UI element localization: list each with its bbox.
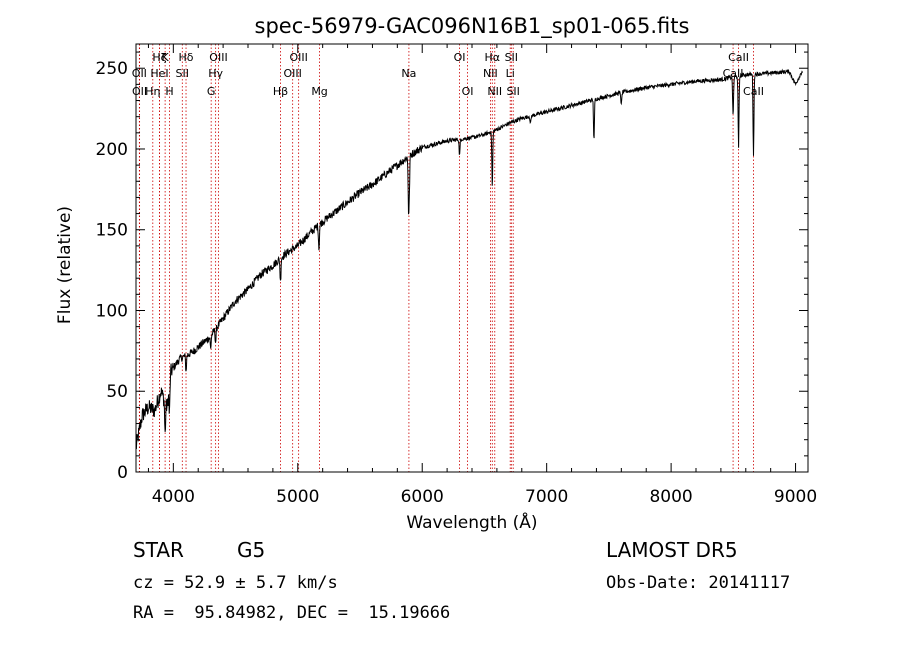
chart-title: spec-56979-GAC096N16B1_sp01-065.fits <box>255 14 690 39</box>
line-marker-label: SII <box>505 51 518 64</box>
line-marker-label: OIII <box>209 51 227 64</box>
x-tick-label: 4000 <box>152 487 195 507</box>
x-tick-label: 6000 <box>401 487 444 507</box>
x-tick-label: 7000 <box>525 487 568 507</box>
redshift-readout: cz = 52.9 ± 5.7 km/s <box>133 573 338 593</box>
x-tick-labels: 4000 5000 6000 7000 8000 9000 <box>152 487 817 507</box>
line-marker-label: OI <box>462 85 474 98</box>
line-marker-label: Hη <box>145 85 160 98</box>
observation-date: Obs-Date: 20141117 <box>606 573 791 593</box>
line-marker-label: K <box>162 51 170 64</box>
plot-frame <box>135 43 809 473</box>
line-marker-label: Hδ <box>179 51 194 64</box>
line-marker-label: NII <box>487 85 502 98</box>
object-class: STAR <box>133 538 184 562</box>
line-marker-label: G <box>207 85 216 98</box>
line-marker-label: Li <box>506 67 515 80</box>
y-tick-labels: 0 50 100 150 200 250 <box>96 59 128 483</box>
object-subclass: G5 <box>237 538 266 562</box>
line-marker-label: Hα <box>485 51 501 64</box>
x-tick-label: 9000 <box>774 487 817 507</box>
line-markers <box>138 44 754 472</box>
line-marker-label: OIII <box>283 67 301 80</box>
line-marker-label: SII <box>176 67 189 80</box>
spectrum-line <box>135 68 803 450</box>
line-marker-label: H <box>165 85 173 98</box>
line-marker-label: NII <box>483 67 498 80</box>
x-axis-label: Wavelength (Å) <box>406 511 537 533</box>
survey-name: LAMOST DR5 <box>606 538 738 562</box>
line-marker-label: Hζ <box>152 51 166 64</box>
line-marker-label: OII <box>132 85 147 98</box>
y-tick-label: 250 <box>96 59 128 79</box>
x-tick-label: 5000 <box>276 487 319 507</box>
line-marker-label: OIII <box>289 51 307 64</box>
y-tick-label: 200 <box>96 140 128 160</box>
line-marker-label: SII <box>506 85 519 98</box>
line-marker-labels: HηOIIOIIHζHeIKHSIIHδGHγOIIIHβOIIIOIIIMgN… <box>132 51 764 98</box>
line-marker-label: CaII <box>728 51 749 64</box>
coordinates-readout: RA = 95.84982, DEC = 15.19666 <box>133 603 451 623</box>
line-marker-label: Mg <box>311 85 327 98</box>
y-tick-label: 0 <box>117 463 128 483</box>
y-tick-label: 150 <box>96 221 128 241</box>
y-axis-label: Flux (relative) <box>55 206 75 324</box>
line-marker-label: Hβ <box>273 85 288 98</box>
line-marker-label: OII <box>132 67 147 80</box>
line-marker-label: Hγ <box>208 67 223 80</box>
line-marker-label: HeI <box>150 67 168 80</box>
x-tick-label: 8000 <box>649 487 692 507</box>
line-marker-label: CaII <box>743 85 764 98</box>
y-tick-label: 50 <box>106 382 128 402</box>
y-tick-label: 100 <box>96 301 128 321</box>
line-marker-label: Na <box>401 67 416 80</box>
line-marker-label: OI <box>454 51 466 64</box>
axis-ticks <box>136 44 808 472</box>
